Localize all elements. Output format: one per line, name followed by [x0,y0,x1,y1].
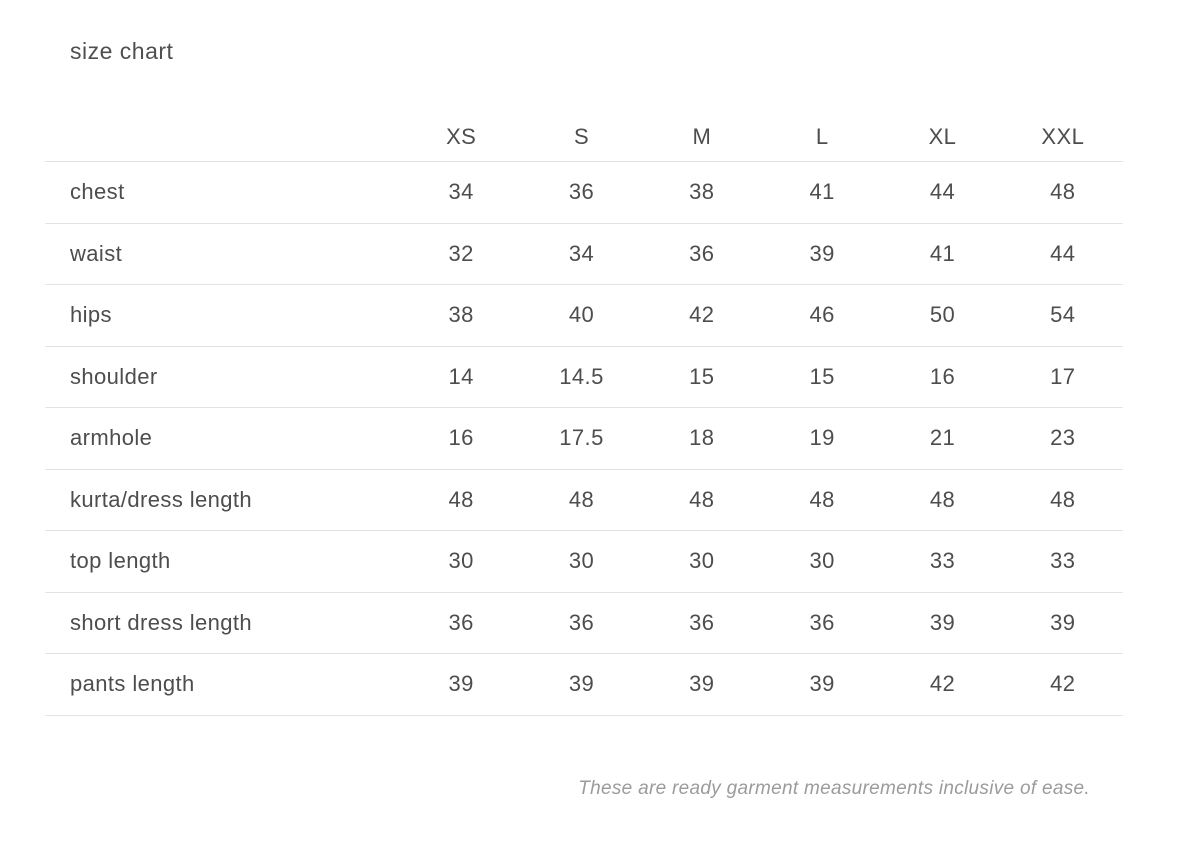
cell-value: 23 [1002,407,1123,470]
row-label: kurta/dress length [45,469,401,531]
column-header: S [521,113,642,162]
table-row: armhole 16 17.5 18 19 21 23 [45,407,1123,470]
cell-value: 21 [882,407,1003,470]
table-row: top length 30 30 30 30 33 33 [45,530,1123,593]
table-row: pants length 39 39 39 39 42 42 [45,653,1123,716]
cell-value: 42 [641,284,762,347]
row-label: hips [45,284,401,347]
cell-value: 48 [882,469,1003,531]
table-row: waist 32 34 36 39 41 44 [45,223,1123,285]
cell-value: 17 [1002,346,1123,408]
cell-value: 36 [761,592,883,654]
page-title: size chart [70,38,174,64]
cell-value: 40 [521,284,642,347]
row-label: armhole [45,407,401,470]
cell-value: 39 [1002,592,1123,654]
cell-value: 39 [761,223,883,285]
table-row: chest 34 36 38 41 44 48 [45,161,1123,224]
table-row: kurta/dress length 48 48 48 48 48 48 [45,469,1123,531]
cell-value: 34 [521,223,642,285]
row-label: waist [45,223,401,285]
column-header: XXL [1002,113,1123,162]
cell-value: 38 [641,161,762,224]
cell-value: 33 [1002,530,1123,593]
row-label: pants length [45,653,401,716]
cell-value: 33 [882,530,1003,593]
column-header: XL [882,113,1003,162]
cell-value: 16 [882,346,1003,408]
cell-value: 44 [1002,223,1123,285]
cell-value: 46 [761,284,883,347]
cell-value: 19 [761,407,883,470]
row-label: chest [45,161,401,224]
cell-value: 44 [882,161,1003,224]
cell-value: 30 [521,530,642,593]
cell-value: 16 [401,407,522,470]
cell-value: 30 [761,530,883,593]
column-header: M [641,113,762,162]
table-row: shoulder 14 14.5 15 15 16 17 [45,346,1123,408]
size-chart-table: XS S M L XL XXL chest 34 36 38 41 44 48 waist 32 34 36 3… [45,113,1123,716]
cell-value: 15 [761,346,883,408]
cell-value: 48 [761,469,883,531]
cell-value: 38 [401,284,522,347]
table-row: short dress length 36 36 36 36 39 39 [45,592,1123,654]
cell-value: 32 [401,223,522,285]
cell-value: 48 [641,469,762,531]
row-label: top length [45,530,401,593]
table-row: hips 38 40 42 46 50 54 [45,284,1123,347]
footnote: These are ready garment measurements inc… [578,778,1090,799]
cell-value: 48 [1002,469,1123,531]
cell-value: 30 [401,530,522,593]
column-header: XS [401,113,522,162]
cell-value: 50 [882,284,1003,347]
cell-value: 18 [641,407,762,470]
cell-value: 39 [401,653,522,716]
header-row: XS S M L XL XXL [45,113,1123,162]
cell-value: 54 [1002,284,1123,347]
cell-value: 48 [521,469,642,531]
cell-value: 48 [1002,161,1123,224]
cell-value: 42 [882,653,1003,716]
cell-value: 36 [521,161,642,224]
cell-value: 30 [641,530,762,593]
cell-value: 36 [641,223,762,285]
row-label: short dress length [45,592,401,654]
cell-value: 15 [641,346,762,408]
cell-value: 39 [641,653,762,716]
cell-value: 48 [401,469,522,531]
cell-value: 14 [401,346,522,408]
table-body: chest 34 36 38 41 44 48 waist 32 34 36 39 41 44 hips 38… [45,161,1123,716]
cell-value: 39 [761,653,883,716]
cell-value: 36 [521,592,642,654]
header-label-spacer [45,113,401,162]
cell-value: 39 [882,592,1003,654]
cell-value: 41 [882,223,1003,285]
cell-value: 36 [641,592,762,654]
row-label: shoulder [45,346,401,408]
cell-value: 17.5 [521,407,642,470]
cell-value: 36 [401,592,522,654]
cell-value: 14.5 [521,346,642,408]
cell-value: 39 [521,653,642,716]
cell-value: 42 [1002,653,1123,716]
cell-value: 41 [761,161,883,224]
column-header: L [761,113,883,162]
cell-value: 34 [401,161,522,224]
